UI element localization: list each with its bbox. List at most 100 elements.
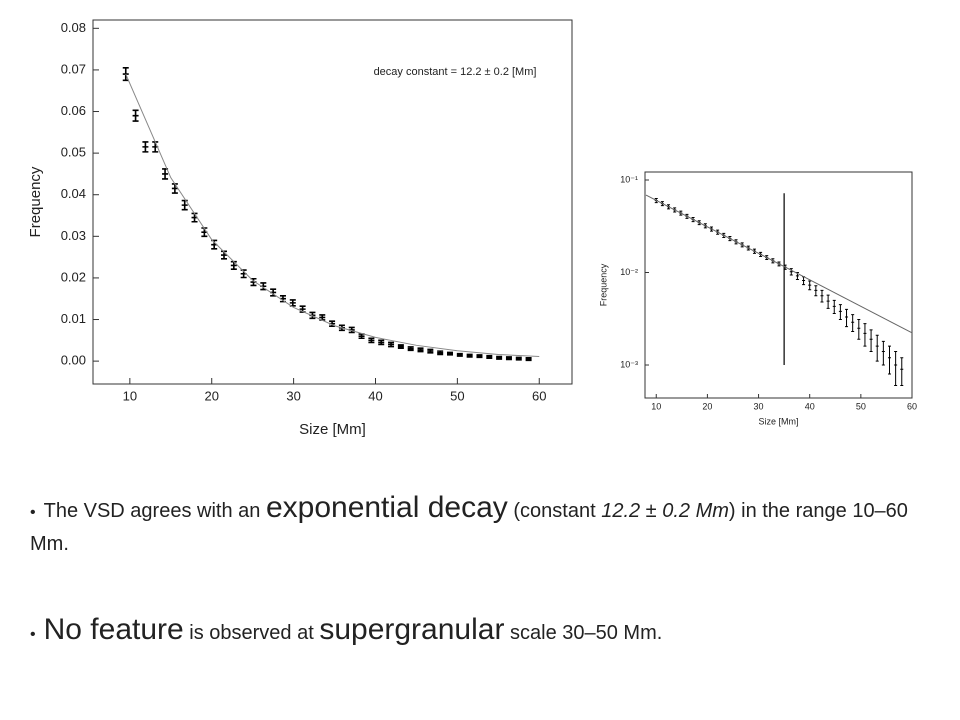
error-bar xyxy=(142,141,149,153)
error-bar xyxy=(427,348,434,354)
text: is observed at xyxy=(183,622,320,644)
error-bar xyxy=(211,239,218,250)
bullet: The VSD agrees with an exponential decay… xyxy=(30,486,920,559)
error-bar xyxy=(122,67,129,82)
error-bar xyxy=(476,354,483,359)
error-bar xyxy=(358,333,365,340)
error-bar xyxy=(181,199,188,211)
error-bar xyxy=(845,308,849,328)
x-tick-label: 30 xyxy=(754,401,764,411)
error-bar xyxy=(171,183,178,194)
plot-frame xyxy=(92,19,573,385)
y-tick-label: 10⁻² xyxy=(620,267,638,277)
x-tick-label: 50 xyxy=(856,401,866,411)
error-bar xyxy=(505,356,512,361)
x-tick-label: 10 xyxy=(651,401,661,411)
y-axis-title: Frequency xyxy=(27,166,44,237)
error-bar xyxy=(515,356,522,361)
error-bar xyxy=(260,282,267,291)
x-tick-label: 60 xyxy=(907,401,917,411)
x-tick-label: 10 xyxy=(123,388,137,403)
error-bar xyxy=(789,268,793,276)
fit-line xyxy=(645,194,913,334)
error-bar xyxy=(348,326,355,334)
error-bar xyxy=(802,276,806,286)
error-bar xyxy=(525,356,532,362)
text: No feature xyxy=(43,613,184,646)
error-bar xyxy=(820,289,824,303)
y-tick-label: 10⁻¹ xyxy=(620,174,638,184)
error-bar xyxy=(407,346,414,352)
plot-frame xyxy=(644,171,913,399)
error-bar xyxy=(299,305,306,313)
x-tick-label: 40 xyxy=(805,401,815,411)
y-tick-label: 0.02 xyxy=(61,269,86,284)
error-bar xyxy=(191,212,198,223)
y-tick-label: 0.07 xyxy=(61,61,86,76)
x-axis-title: Size [Mm] xyxy=(758,416,798,426)
error-bar xyxy=(132,109,139,122)
error-bar xyxy=(863,323,867,347)
y-axis-title: Frequency xyxy=(598,263,608,306)
error-bar xyxy=(289,299,296,307)
text: ) in the range 10–60 Mm. xyxy=(30,500,908,555)
error-bar xyxy=(894,350,898,387)
error-bar xyxy=(851,314,855,333)
error-bar xyxy=(456,352,463,357)
x-tick-label: 20 xyxy=(204,388,218,403)
error-bar xyxy=(466,353,473,358)
text: supergranular xyxy=(319,613,505,646)
error-bar xyxy=(881,340,885,366)
error-bar xyxy=(826,294,830,309)
error-bar xyxy=(279,295,286,303)
error-bar xyxy=(814,285,818,297)
y-tick-label: 0.00 xyxy=(61,353,86,368)
error-bar xyxy=(240,269,247,279)
text: 12.2 ± 0.2 Mm xyxy=(601,500,729,522)
x-tick-label: 30 xyxy=(286,388,300,403)
y-tick-label: 0.08 xyxy=(61,20,86,35)
error-bar xyxy=(875,334,879,362)
y-tick-label: 0.03 xyxy=(61,228,86,243)
text: (constant xyxy=(507,500,602,522)
x-tick-label: 50 xyxy=(450,388,464,403)
error-bar xyxy=(832,299,836,315)
error-bar xyxy=(162,168,169,180)
charts: 10 20 30 40 50 60 0.00 0.01 0.02 0.03 0.04 0.05 0.06… xyxy=(27,19,917,438)
error-bar xyxy=(397,344,404,350)
y-tick-label: 10⁻³ xyxy=(620,359,638,369)
error-bar xyxy=(857,319,861,340)
text: exponential decay xyxy=(265,491,508,524)
error-bar xyxy=(250,277,257,287)
x-tick-label: 60 xyxy=(532,388,546,403)
x-tick-label: 40 xyxy=(368,388,382,403)
error-bar xyxy=(496,355,503,360)
error-bar xyxy=(869,329,873,352)
error-bar xyxy=(221,250,228,260)
annotation: decay constant = 12.2 ± 0.2 [Mm] xyxy=(374,66,537,78)
y-tick-label: 0.04 xyxy=(61,186,86,201)
error-bar xyxy=(900,357,904,387)
y-tick-label: 0.06 xyxy=(61,103,86,118)
error-bar xyxy=(201,227,208,238)
error-bar xyxy=(378,339,385,346)
error-bar xyxy=(230,260,237,270)
y-tick-label: 0.01 xyxy=(61,311,86,326)
fit-line xyxy=(125,73,540,358)
error-bar xyxy=(486,354,493,360)
error-bar xyxy=(887,345,891,375)
y-tick-label: 0.05 xyxy=(61,145,86,160)
x-axis-title: Size [Mm] xyxy=(299,421,366,438)
error-bar xyxy=(417,347,424,353)
error-bar xyxy=(270,288,277,297)
x-tick-label: 20 xyxy=(702,401,712,411)
error-bar xyxy=(388,341,395,348)
text: scale 30–50 Mm. xyxy=(504,622,663,644)
error-bar xyxy=(446,351,453,356)
error-bar xyxy=(368,337,375,344)
error-bar xyxy=(437,350,444,356)
error-bar xyxy=(838,304,842,321)
error-bar xyxy=(152,141,159,153)
error-bar xyxy=(795,272,799,281)
